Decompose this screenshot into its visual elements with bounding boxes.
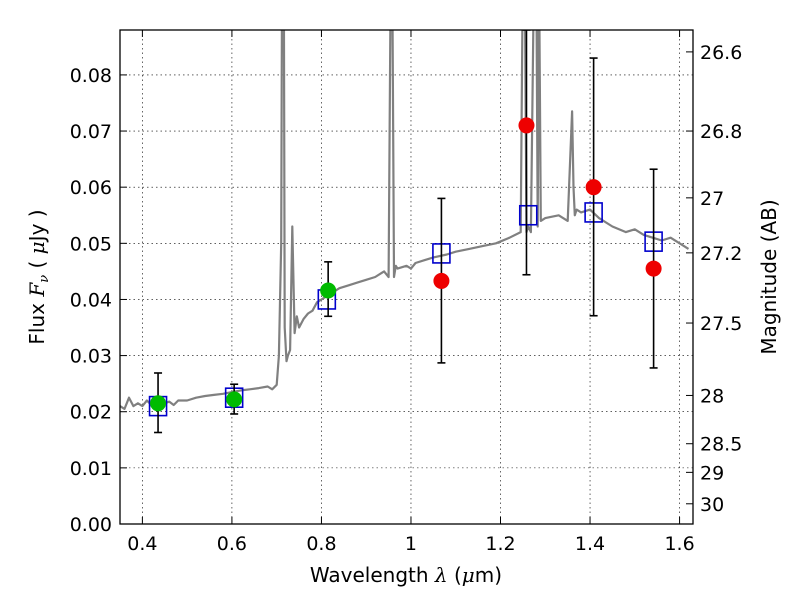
y2-tick-label: 27.5: [700, 313, 742, 335]
y-tick-label: 0.07: [70, 121, 112, 143]
y-tick-label: 0.02: [70, 402, 112, 424]
y-axis-label-symbol-sub: ν: [37, 275, 52, 283]
x-axis-label-text: Wavelength: [310, 563, 429, 587]
spectrum-line: [120, 30, 690, 410]
x-axis-label-symbol: λ: [434, 563, 448, 587]
x-tick-label: 0.6: [217, 533, 247, 555]
y-tick-label: 0.04: [70, 289, 112, 311]
y-tick-label: 0.05: [70, 233, 112, 255]
observed-point-marker: [320, 282, 337, 299]
y-tick-label: 0.08: [70, 65, 112, 87]
y2-tick-label: 26.6: [700, 42, 742, 64]
observed-point-marker: [150, 395, 167, 412]
observed-point-marker: [433, 272, 450, 289]
y-axis-label: Flux Fν ( μJy ): [25, 209, 52, 344]
axis-ticks: 0.4 0.6 0.8 1 1.2 1.4 1.6 0.00 0.01 0.02 0.03 0.04 0…: [70, 30, 742, 555]
y-axis-label-text: Flux: [25, 303, 49, 345]
x-axis-label-unit-prefix: (: [448, 563, 462, 587]
x-tick-label: 0.8: [306, 533, 336, 555]
right-axis-label: Magnitude (AB): [757, 199, 781, 354]
y-axis-label-unit: Jy ): [25, 209, 49, 243]
observed-point-marker: [226, 391, 243, 408]
y2-tick-label: 28.5: [700, 434, 742, 456]
x-tick-label: 1: [405, 533, 417, 555]
x-tick-label: 0.4: [127, 533, 157, 555]
y2-tick-label: 28: [700, 385, 724, 407]
y-tick-label: 0.01: [70, 458, 112, 480]
model-square-marker: [518, 204, 538, 226]
y-tick-label: 0.06: [70, 177, 112, 199]
y2-tick-label: 27.2: [700, 243, 742, 265]
plot-content: [120, 30, 690, 434]
observed-point-marker: [585, 179, 602, 196]
observed-point-marker: [518, 117, 535, 134]
y2-tick-label: 29: [700, 462, 724, 484]
y-axis-label-symbol: F: [25, 282, 49, 298]
x-axis-label-unit: m): [475, 563, 502, 587]
x-tick-label: 1.6: [664, 533, 694, 555]
y-tick-label: 0.00: [70, 514, 112, 536]
x-axis-label-unit-mu: μ: [462, 563, 475, 587]
y2-tick-label: 26.8: [700, 121, 742, 143]
y-axis-label-unit-mu: μ: [25, 241, 49, 254]
y-tick-label: 0.03: [70, 346, 112, 368]
x-tick-label: 1.2: [485, 533, 515, 555]
observed-point-marker: [645, 260, 662, 277]
plot-frame: [119, 29, 694, 525]
y-axis-label-unit-prefix: (: [25, 254, 49, 275]
y2-tick-label: 27: [700, 188, 724, 210]
x-axis-label: Wavelength λ (μm): [310, 563, 502, 587]
plot-area-background: [120, 30, 693, 524]
y2-tick-label: 30: [700, 494, 724, 516]
x-tick-label: 1.4: [575, 533, 605, 555]
